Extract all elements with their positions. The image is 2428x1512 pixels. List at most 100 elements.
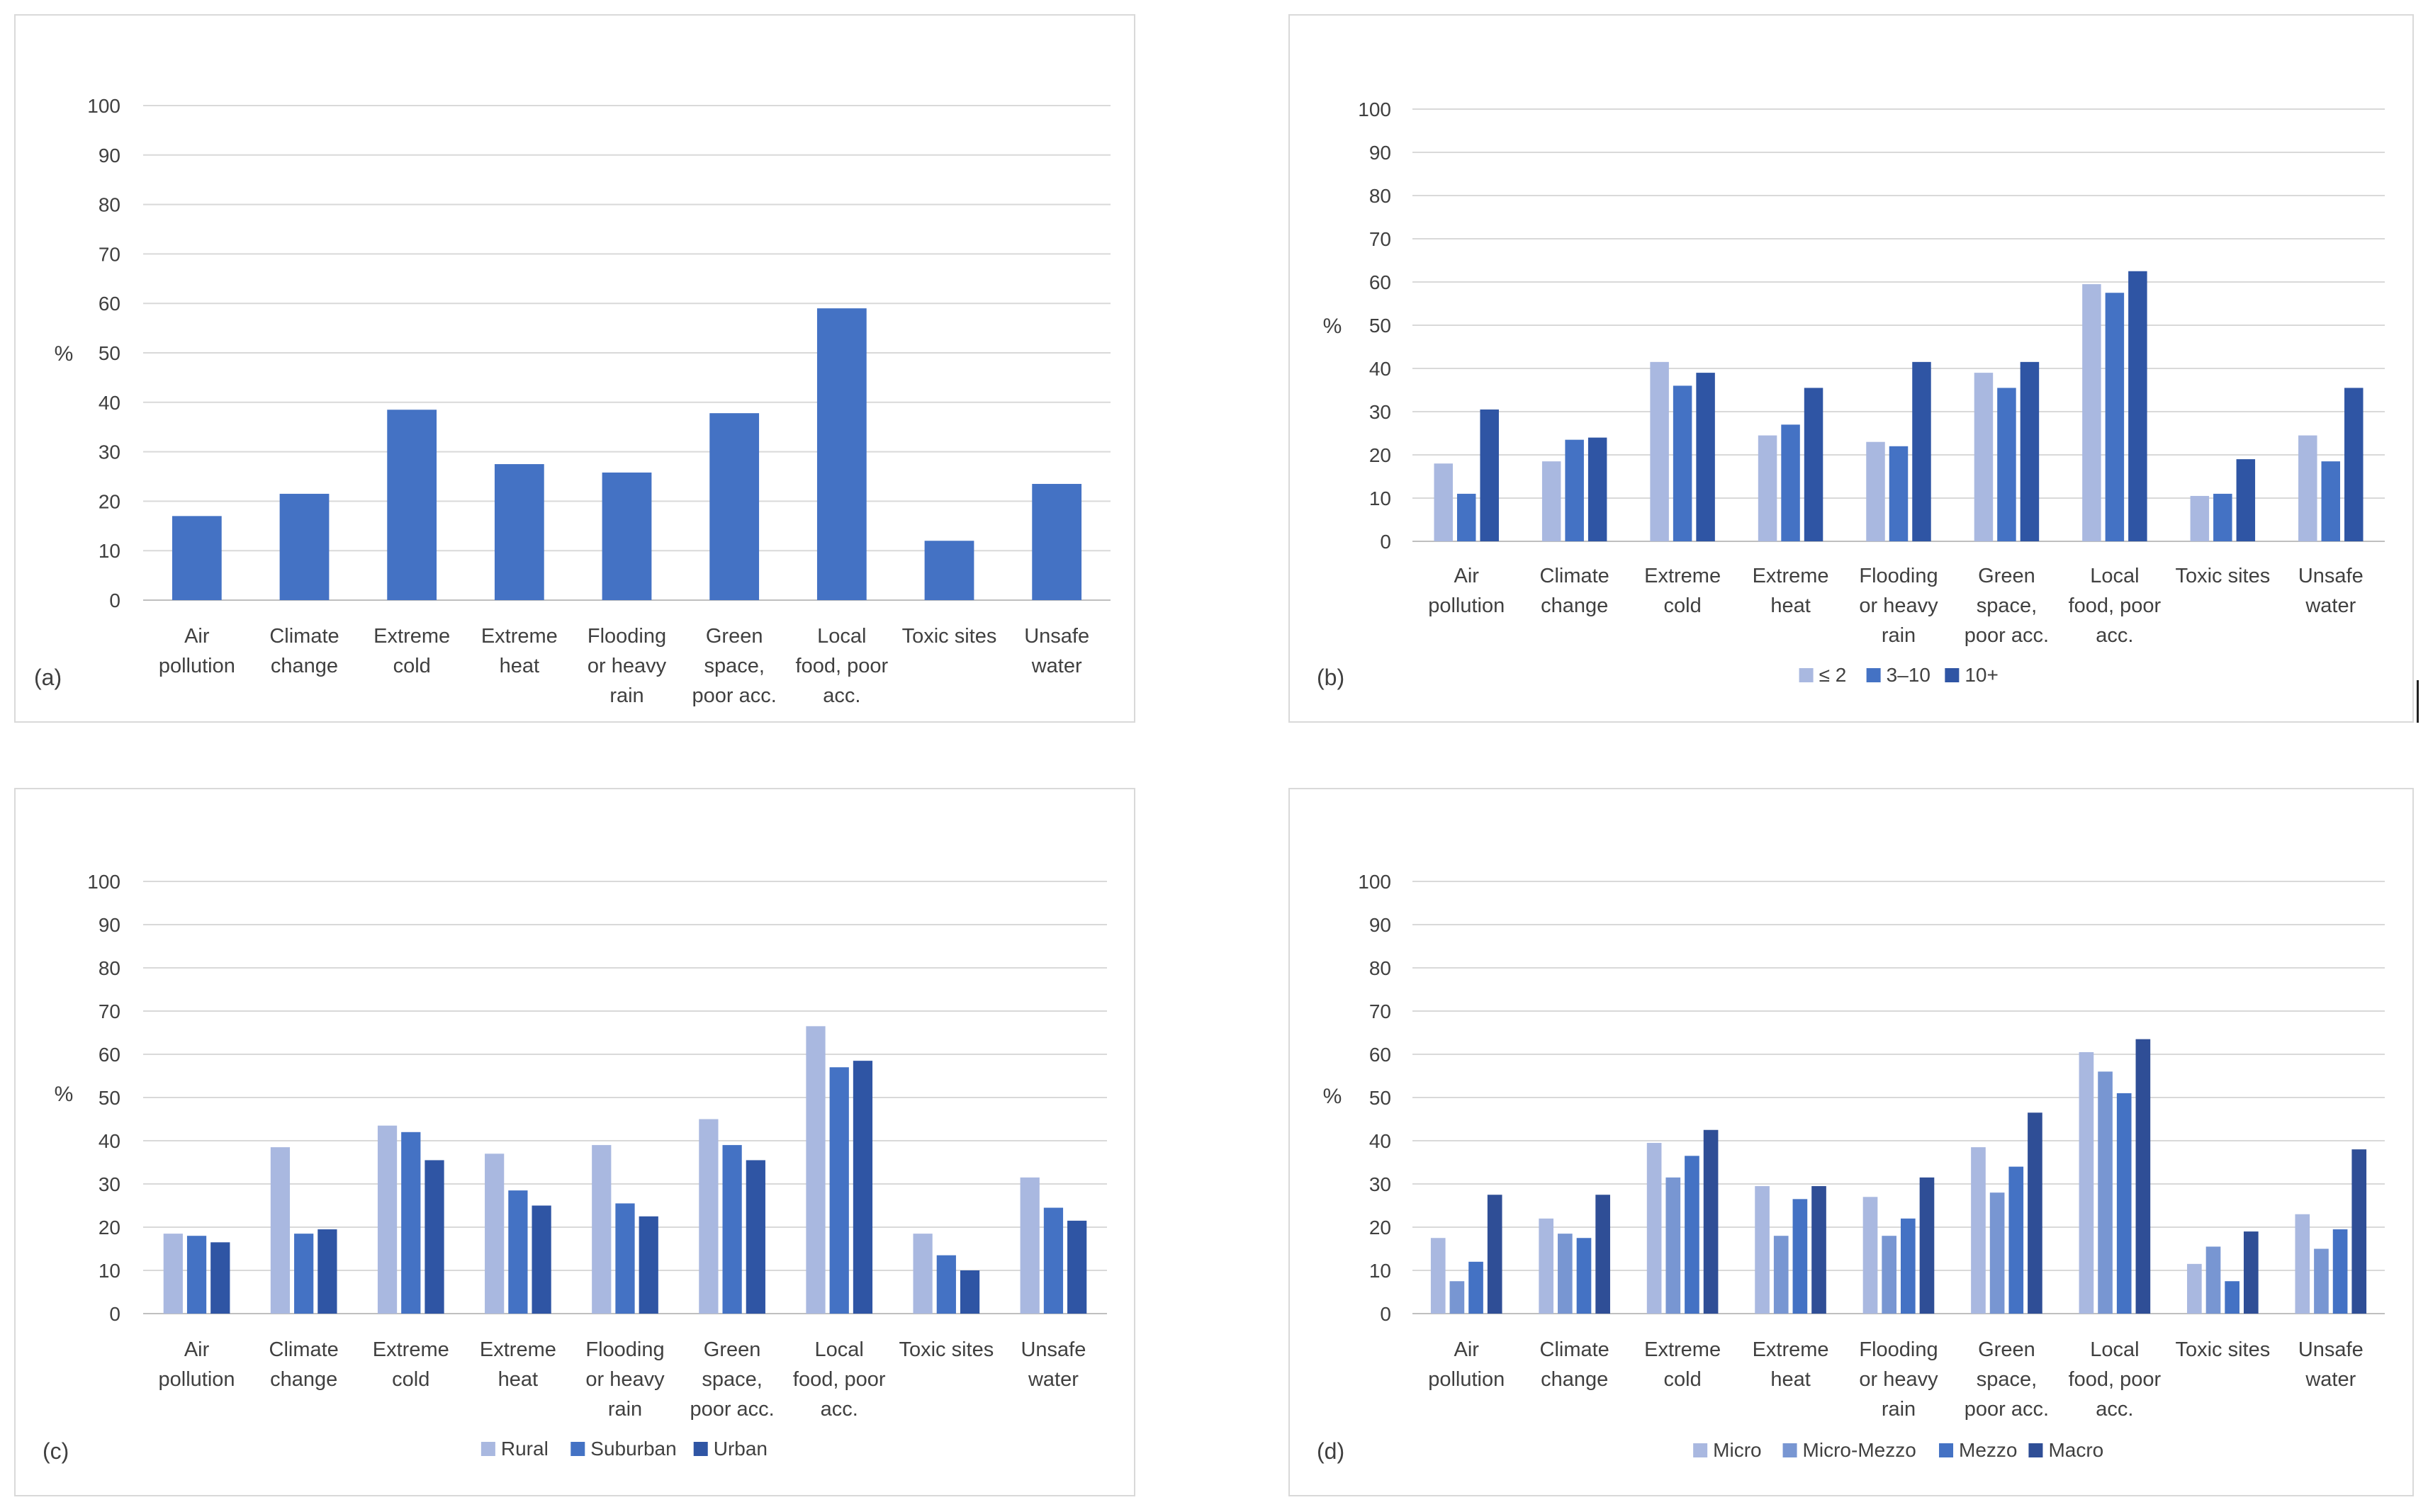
x-category-label: acc.: [2096, 1398, 2133, 1421]
bar-a-series-5: [709, 413, 760, 600]
y-tick-label: 0: [109, 1303, 120, 1325]
bar-b-3–10-1: [1565, 439, 1584, 541]
bar-a-series-6: [816, 308, 867, 600]
legend-swatch: [693, 1442, 708, 1456]
bar-d-Macro-8: [2351, 1149, 2367, 1314]
bar-d-Macro-0: [1487, 1195, 1502, 1314]
x-category-label: Unsafe: [1024, 625, 1089, 648]
x-category-label: cold: [1664, 1368, 1702, 1391]
x-category-label: space,: [1977, 1368, 2037, 1391]
x-category-label: pollution: [159, 655, 235, 677]
bar-d-Micro-7: [2187, 1263, 2202, 1314]
x-category-label: rain: [608, 1398, 642, 1421]
y-tick-label: 90: [99, 914, 120, 936]
bar-c-Suburban-6: [829, 1067, 849, 1314]
x-category-label: Local: [2090, 1338, 2139, 1361]
legend-label: Micro: [1713, 1439, 1761, 1461]
bar-d-Macro-4: [1919, 1177, 1935, 1314]
x-category-label: Extreme: [481, 625, 558, 648]
bar-d-Macro-6: [2135, 1039, 2151, 1314]
legend-swatch: [1945, 668, 1960, 682]
bar-c-Suburban-1: [294, 1234, 314, 1314]
bar-b-10+-5: [2020, 361, 2040, 541]
y-tick-label: 90: [1369, 914, 1391, 936]
y-tick-label: 40: [1369, 1130, 1391, 1152]
x-category-label: change: [271, 655, 338, 677]
x-category-label: change: [1541, 594, 1608, 617]
y-tick-label: 40: [1369, 358, 1391, 380]
x-category-label: Air: [184, 1338, 210, 1361]
x-category-label: Extreme: [1644, 565, 1721, 587]
x-category-label: pollution: [1428, 594, 1505, 617]
bar-c-Suburban-8: [1043, 1207, 1064, 1314]
y-tick-label: 100: [1358, 98, 1391, 120]
y-tick-label: 100: [87, 95, 120, 117]
x-category-label: Flooding: [1859, 565, 1938, 587]
bar-d-Macro-2: [1703, 1129, 1719, 1314]
legend-swatch: [571, 1442, 585, 1456]
x-category-label: Climate: [269, 625, 339, 648]
bar-b-10+-1: [1587, 437, 1607, 541]
bar-d-Micro-Mezzo-5: [1989, 1192, 2005, 1314]
bar-a-series-8: [1032, 483, 1082, 600]
panel-label: (c): [43, 1438, 69, 1464]
bar-b-3–10-7: [2213, 493, 2232, 541]
panel-label: (b): [1317, 665, 1344, 690]
x-category-label: Unsafe: [1021, 1338, 1086, 1361]
bar-d-Micro-Mezzo-3: [1773, 1236, 1789, 1314]
x-category-label: pollution: [1428, 1368, 1505, 1391]
y-tick-label: 70: [99, 243, 120, 265]
bar-d-Micro-8: [2295, 1214, 2310, 1314]
bar-c-Urban-3: [532, 1205, 551, 1314]
y-tick-label: 70: [1369, 1000, 1391, 1022]
bar-c-Urban-7: [960, 1270, 980, 1314]
bar-a-series-4: [602, 472, 652, 600]
x-category-label: Flooding: [588, 625, 666, 648]
bar-c-Rural-8: [1020, 1177, 1040, 1314]
bar-d-Mezzo-3: [1792, 1199, 1808, 1314]
x-category-label: poor acc.: [1965, 1398, 2049, 1421]
x-category-label: food, poor: [2069, 1368, 2162, 1391]
bar-d-Micro-Mezzo-2: [1665, 1177, 1681, 1314]
x-category-label: change: [1541, 1368, 1608, 1391]
bar-a-series-0: [172, 516, 222, 600]
x-category-label: Green: [706, 625, 763, 648]
bar-d-Mezzo-5: [2008, 1166, 2024, 1314]
bar-d-Micro-5: [1971, 1147, 1986, 1314]
y-tick-label: 80: [1369, 185, 1391, 207]
x-category-label: Climate: [1540, 565, 1609, 587]
x-category-label: Flooding: [585, 1338, 664, 1361]
x-category-label: Extreme: [373, 1338, 449, 1361]
bar-d-Micro-0: [1430, 1238, 1446, 1314]
y-tick-label: 50: [99, 342, 120, 364]
bar-d-Micro-Mezzo-7: [2205, 1246, 2221, 1314]
bar-b-3–10-6: [2105, 293, 2125, 541]
bar-c-Rural-5: [699, 1119, 719, 1314]
y-axis-label: %: [55, 342, 74, 366]
bar-b-≤ 2-6: [2082, 284, 2101, 541]
y-tick-label: 90: [99, 145, 120, 167]
legend-label: Urban: [714, 1438, 768, 1460]
legend-swatch: [1782, 1443, 1797, 1457]
chart-b-svg: 0 10 20 30 40 50 60 70 80 90 100% Air pollution Clima…: [1317, 98, 2385, 690]
legend-label: Macro: [2048, 1439, 2103, 1461]
bar-d-Mezzo-7: [2225, 1281, 2239, 1314]
bar-c-Suburban-5: [722, 1145, 742, 1314]
bar-d-Micro-4: [1862, 1197, 1878, 1314]
x-category-label: or heavy: [588, 655, 667, 677]
bar-d-Micro-Mezzo-1: [1558, 1234, 1573, 1314]
bar-b-3–10-5: [1997, 388, 2016, 541]
y-tick-label: 40: [99, 1130, 120, 1152]
x-category-label: Air: [184, 625, 210, 648]
bar-d-Mezzo-8: [2332, 1229, 2348, 1314]
bar-c-Rural-0: [163, 1234, 183, 1314]
chart-d-svg: 0 10 20 30 40 50 60 70 80 90 100% Air pollution Clima…: [1317, 871, 2385, 1464]
x-category-label: Air: [1454, 565, 1479, 587]
bar-d-Mezzo-6: [2116, 1093, 2132, 1314]
y-tick-label: 30: [1369, 401, 1391, 423]
x-category-label: cold: [393, 655, 431, 677]
y-tick-label: 20: [99, 490, 120, 512]
y-tick-label: 10: [1369, 487, 1391, 509]
y-tick-label: 20: [99, 1217, 120, 1239]
x-category-label: change: [270, 1368, 337, 1391]
